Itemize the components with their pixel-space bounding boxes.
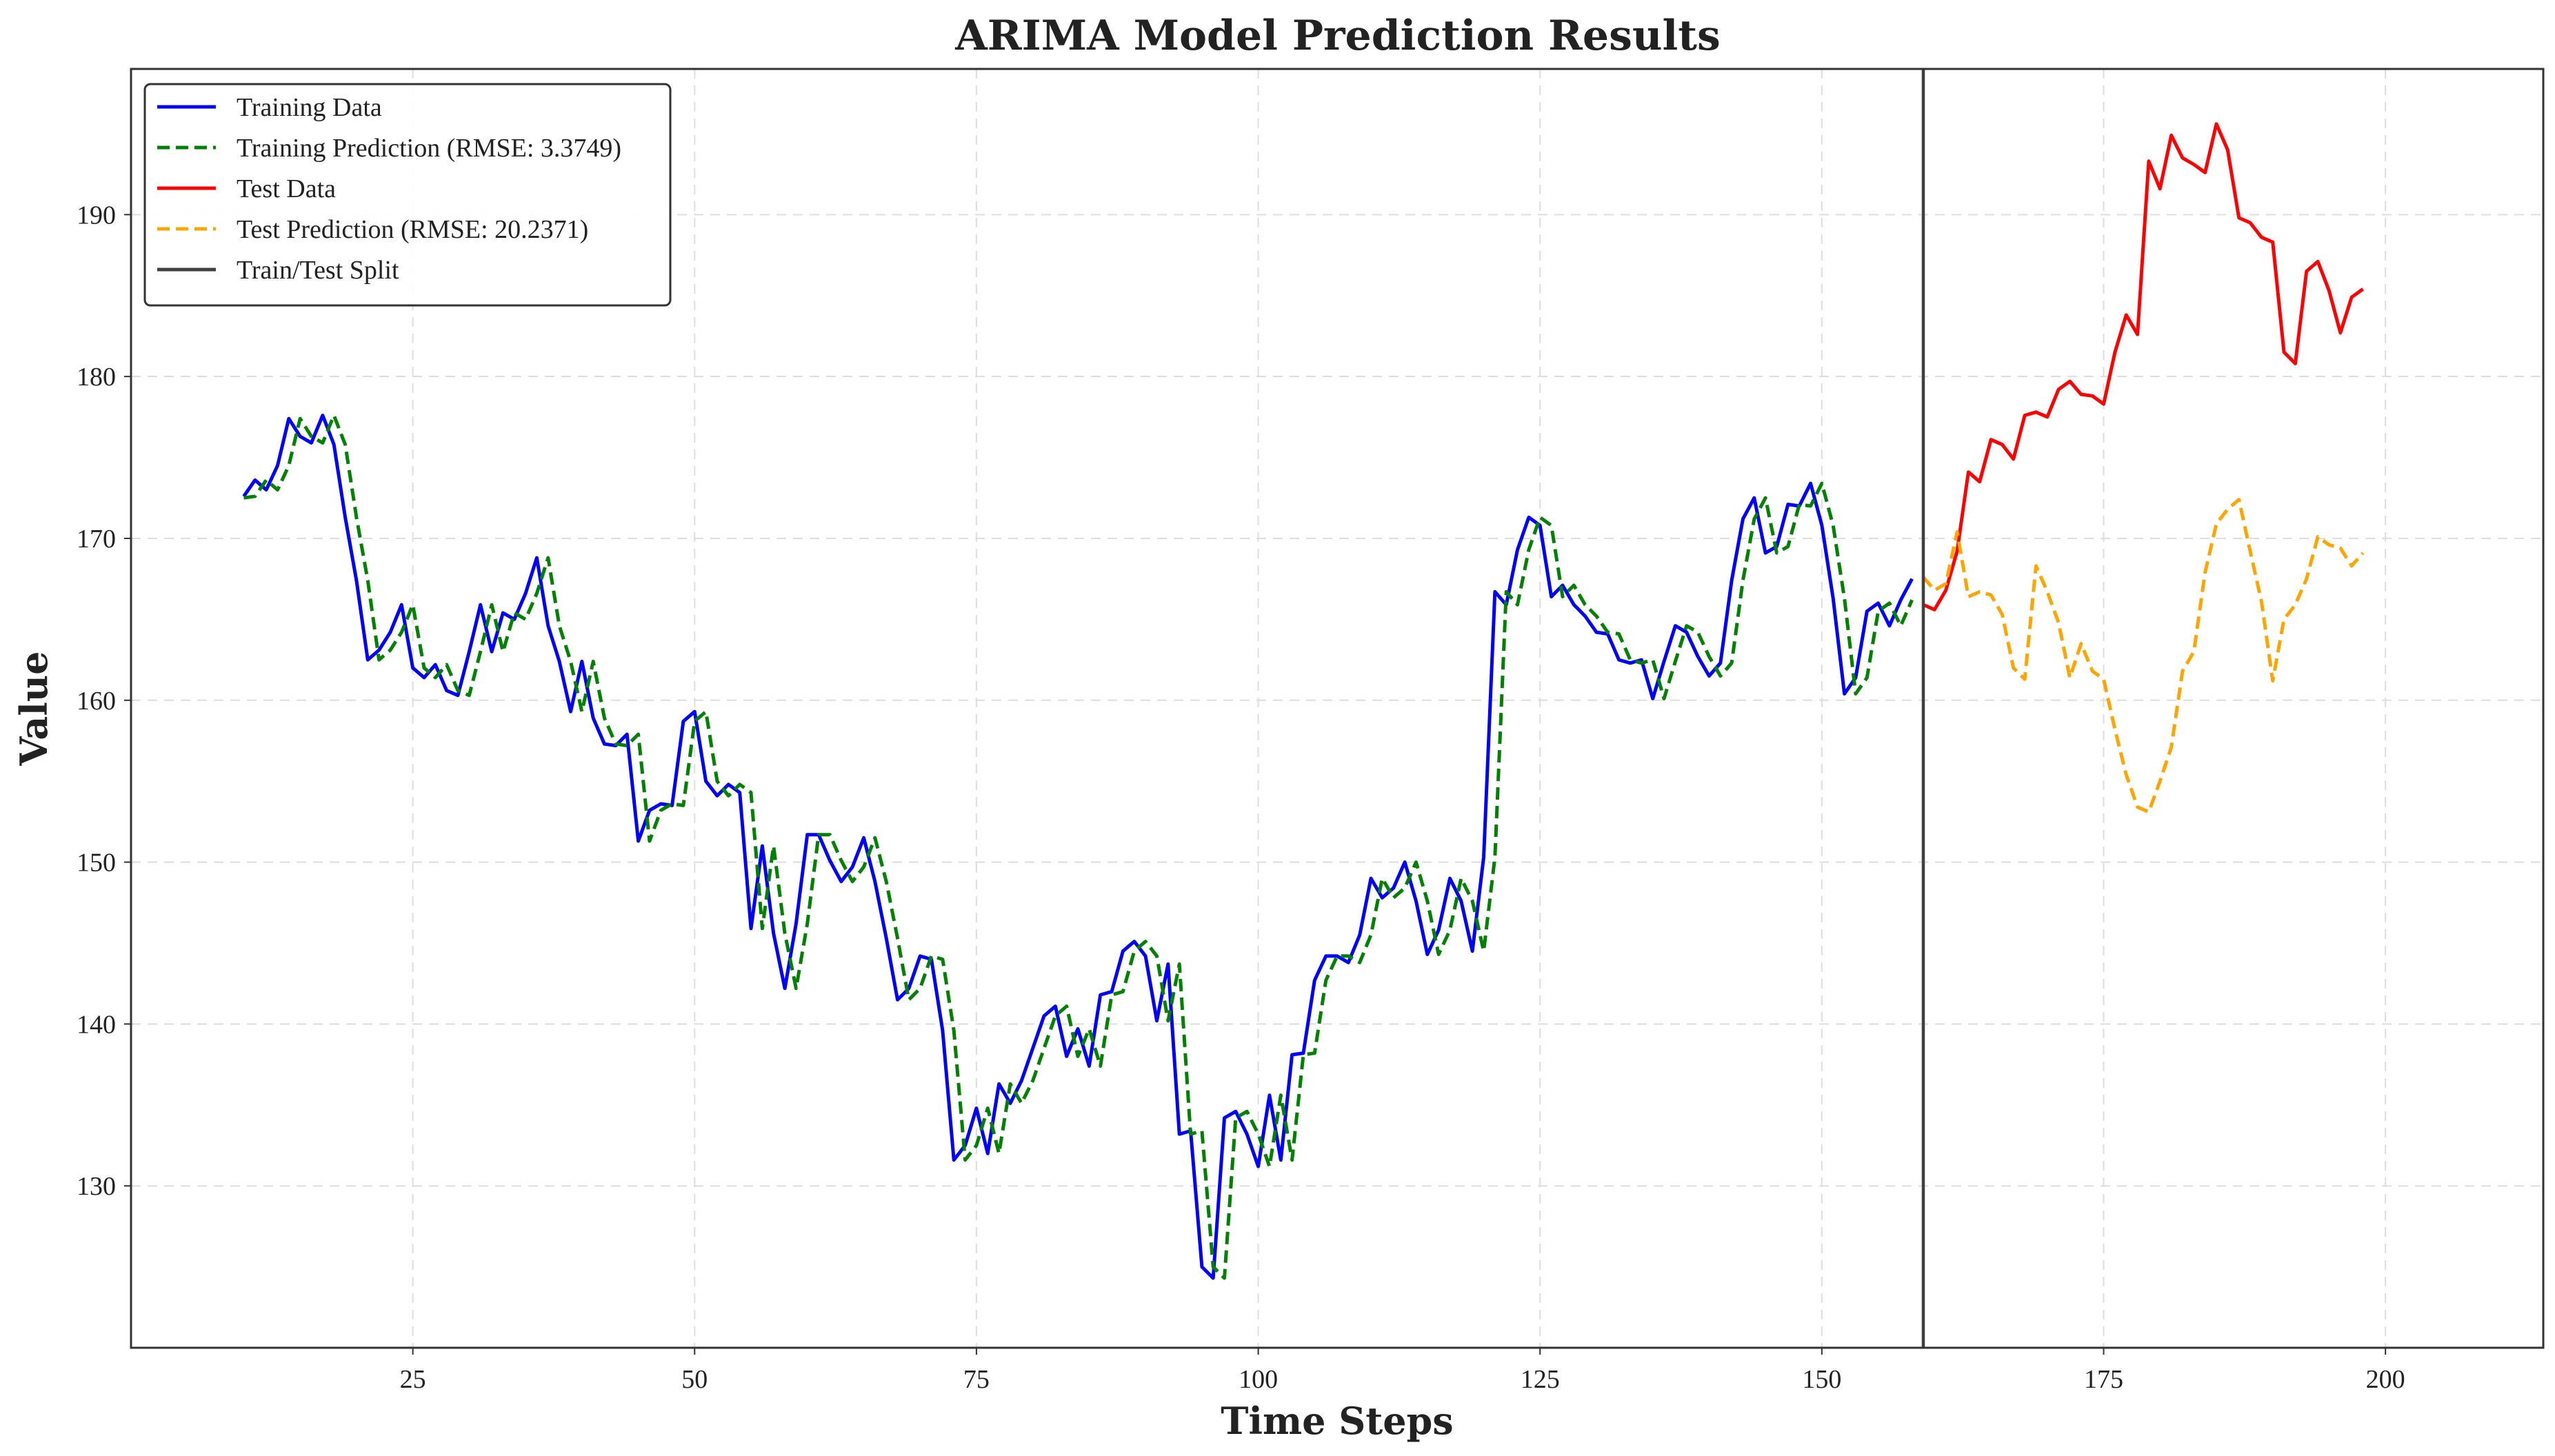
x-axis-label: Time Steps	[1221, 1399, 1453, 1443]
y-tick-label: 160	[77, 687, 116, 716]
y-tick-label: 130	[77, 1172, 116, 1201]
legend-label: Test Data	[237, 174, 336, 203]
y-tick-label: 170	[77, 525, 116, 554]
x-tick-label: 75	[963, 1365, 990, 1394]
legend-label: Training Data	[237, 93, 382, 122]
x-tick-label: 175	[2084, 1365, 2123, 1394]
y-tick-label: 150	[77, 849, 116, 878]
legend-label: Test Prediction (RMSE: 20.2371)	[237, 215, 588, 244]
x-tick-label: 100	[1239, 1365, 1278, 1394]
series-1-line	[243, 414, 1914, 1280]
y-tick-label: 180	[77, 363, 116, 392]
x-tick-label: 200	[2366, 1365, 2405, 1394]
x-tick-label: 125	[1521, 1365, 1560, 1394]
legend-label: Training Prediction (RMSE: 3.3749)	[237, 134, 621, 163]
chart-title: ARIMA Model Prediction Results	[954, 12, 1721, 60]
legend: Training Data Training Prediction (RMSE: …	[143, 83, 672, 307]
series-2-line	[1923, 122, 2364, 611]
series-0-line	[242, 414, 1914, 1280]
x-tick-label: 150	[1802, 1365, 1841, 1394]
x-tick-label: 50	[681, 1365, 708, 1394]
legend-label: Train/Test Split	[237, 256, 399, 285]
series-layer	[242, 69, 2365, 1348]
series-3-line	[1922, 498, 2365, 814]
legend-box	[143, 83, 672, 307]
y-tick-label: 140	[77, 1010, 116, 1039]
y-tick-label: 190	[77, 201, 116, 230]
axis-ticks: 25 50 75 100 125 150 175 200 130 140 150 160 170 180 1…	[77, 201, 2405, 1394]
y-axis-label: Value	[12, 651, 56, 766]
x-tick-label: 25	[400, 1365, 426, 1394]
plot-frame	[130, 68, 2545, 1349]
